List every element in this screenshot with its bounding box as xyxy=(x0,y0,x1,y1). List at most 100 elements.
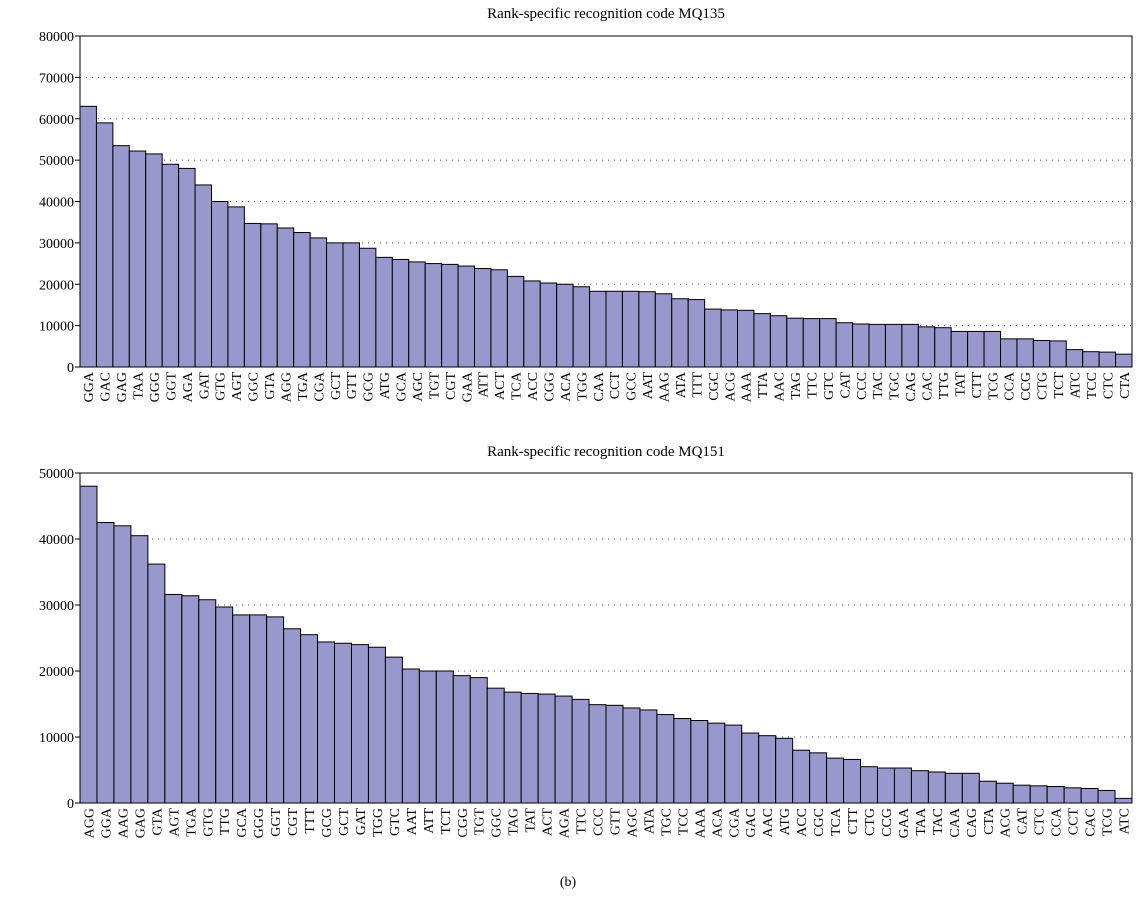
x-tick-label: CAT xyxy=(1016,808,1031,835)
bar xyxy=(326,242,344,368)
bar xyxy=(1032,340,1051,368)
x-tick-label: AGA xyxy=(558,807,573,838)
x-tick-label: GTT xyxy=(345,372,360,400)
x-tick-label: CCA xyxy=(1003,371,1018,401)
bar xyxy=(917,326,936,368)
x-tick-label: CCG xyxy=(880,808,895,837)
bar xyxy=(639,709,658,804)
bar xyxy=(673,718,692,804)
bar xyxy=(408,261,426,368)
bar xyxy=(893,767,912,804)
bar xyxy=(638,291,656,368)
bar xyxy=(1115,353,1133,368)
bar xyxy=(978,780,997,804)
bar xyxy=(441,263,459,368)
x-tick-label: ATG xyxy=(778,808,793,835)
bar xyxy=(474,268,492,368)
x-tick-label: CAG xyxy=(904,372,919,402)
x-tick-label: CCT xyxy=(608,372,623,400)
y-tick-label: 10000 xyxy=(39,320,74,335)
x-tick-label: ATT xyxy=(422,808,437,834)
bar xyxy=(843,758,862,804)
caption: (b) xyxy=(560,875,577,890)
x-tick-label: GCG xyxy=(320,808,335,838)
bar xyxy=(775,737,794,804)
x-tick-label: GCA xyxy=(235,807,250,837)
y-tick-label: 0 xyxy=(67,797,74,812)
y-tick-label: 20000 xyxy=(39,278,74,293)
x-tick-label: GAG xyxy=(133,808,148,838)
x-tick-label: GTG xyxy=(201,808,216,837)
bar xyxy=(605,704,624,804)
bar xyxy=(786,317,804,368)
x-tick-label: AAA xyxy=(740,371,755,402)
bar xyxy=(334,642,352,804)
bar xyxy=(852,323,870,368)
x-tick-label: GCC xyxy=(625,372,640,401)
x-tick-label: AAC xyxy=(773,372,788,402)
x-tick-label: GGA xyxy=(99,807,114,838)
x-tick-label: GCT xyxy=(337,808,352,836)
x-tick-label: CAC xyxy=(1084,808,1099,837)
bar xyxy=(358,247,377,368)
bar xyxy=(835,322,854,368)
bar xyxy=(934,327,952,368)
bar xyxy=(503,691,522,804)
bar xyxy=(654,293,673,368)
x-tick-label: AAA xyxy=(693,807,708,838)
y-tick-label: 80000 xyxy=(39,30,74,45)
x-tick-label: AAT xyxy=(405,808,420,836)
bar xyxy=(350,644,369,804)
bar xyxy=(884,323,903,368)
bar xyxy=(961,772,980,804)
bar xyxy=(232,614,251,804)
x-tick-label: CGA xyxy=(312,371,327,401)
bar xyxy=(130,535,149,804)
x-tick-label: GGG xyxy=(148,372,163,402)
bar xyxy=(418,670,437,804)
bar xyxy=(424,263,443,368)
x-tick-label: GAA xyxy=(897,807,912,838)
bar xyxy=(112,145,130,368)
bar xyxy=(1098,351,1117,368)
x-tick-label: ACA xyxy=(559,371,574,401)
bar xyxy=(198,599,217,804)
x-tick-label: CTG xyxy=(863,808,878,836)
x-tick-label: TAA xyxy=(132,371,147,400)
x-tick-label: TAA xyxy=(914,807,929,836)
x-tick-label: AGT xyxy=(230,372,245,401)
x-tick-label: GAC xyxy=(744,808,759,838)
bar xyxy=(164,593,183,804)
bar xyxy=(720,309,738,368)
y-tick-label: 70000 xyxy=(39,71,74,86)
bar xyxy=(79,485,98,804)
x-tick-label: AGG xyxy=(82,808,97,838)
x-tick-label: AGC xyxy=(625,808,640,838)
x-tick-label: ACC xyxy=(526,372,541,401)
x-tick-label: TAC xyxy=(871,372,886,399)
bar xyxy=(375,256,393,368)
x-tick-label: TGT xyxy=(473,808,488,836)
x-tick-label: GAT xyxy=(354,808,369,836)
bar xyxy=(1016,338,1034,368)
x-tick-label: CTC xyxy=(1101,372,1116,399)
bar xyxy=(737,309,755,368)
x-tick-label: CGC xyxy=(812,808,827,837)
x-tick-label: TGT xyxy=(427,372,442,400)
x-tick-label: ACG xyxy=(999,808,1014,838)
x-tick-label: CCG xyxy=(1019,372,1034,401)
y-tick-label: 10000 xyxy=(39,731,74,746)
bar xyxy=(128,150,147,368)
bar xyxy=(1063,787,1082,804)
bar xyxy=(181,595,200,804)
x-tick-label: GTT xyxy=(608,808,623,836)
bar xyxy=(950,330,969,368)
bar xyxy=(506,275,525,368)
x-tick-label: ACC xyxy=(795,808,810,837)
x-tick-label: CAA xyxy=(948,807,963,837)
bar xyxy=(384,656,403,804)
bar xyxy=(486,687,505,804)
bar xyxy=(367,646,386,804)
bar xyxy=(622,707,641,804)
x-tick-label: GGT xyxy=(164,372,179,401)
